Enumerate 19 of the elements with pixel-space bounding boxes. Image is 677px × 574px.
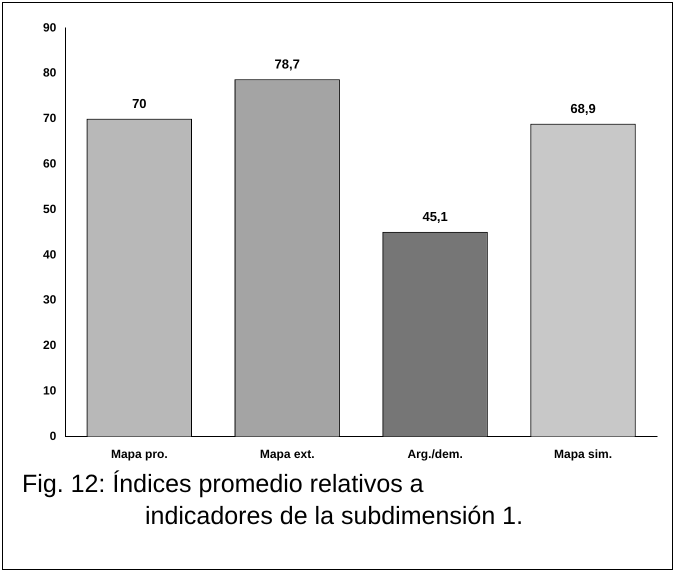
y-tick-label: 10 bbox=[42, 384, 57, 398]
x-tick-label: Arg./dem. bbox=[407, 447, 463, 462]
y-tick-label: 70 bbox=[42, 111, 57, 126]
x-tick-label: Mapa pro. bbox=[110, 447, 168, 462]
y-tick-label: 90 bbox=[42, 20, 57, 34]
caption: Fig. 12: Índices promedio relativos a indicadores de la subdimensión 1. bbox=[22, 469, 524, 532]
y-tick-label: 60 bbox=[42, 156, 57, 171]
data-label: 68,9 bbox=[570, 100, 596, 116]
y-tick-label: 30 bbox=[42, 292, 57, 307]
data-label: 78,7 bbox=[274, 56, 300, 72]
y-tick-label: 0 bbox=[50, 428, 57, 443]
y-tick-label: 80 bbox=[42, 66, 57, 80]
x-tick-label: Mapa ext. bbox=[260, 447, 315, 462]
y-tick-label: 50 bbox=[42, 202, 57, 216]
y-tick-label: 40 bbox=[42, 247, 57, 262]
data-label: 70 bbox=[132, 96, 147, 111]
x-tick-label: Mapa sim. bbox=[554, 447, 612, 462]
data-label: 45,1 bbox=[422, 208, 448, 224]
y-tick-label: 20 bbox=[42, 338, 57, 352]
